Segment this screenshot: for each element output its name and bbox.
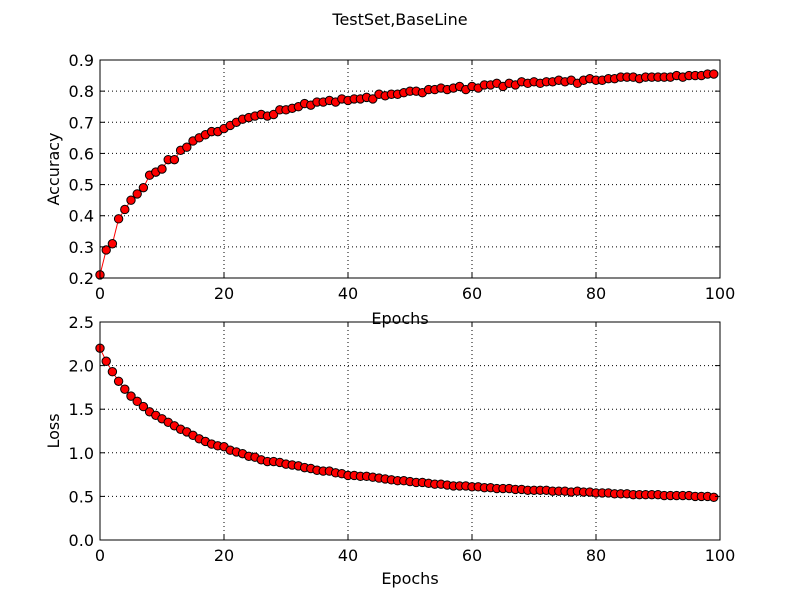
accuracy-y-tick-label-4: 0.6: [69, 144, 94, 163]
accuracy-y-tick-label-0: 0.2: [69, 269, 94, 288]
loss-data-point-1: [101, 356, 111, 366]
loss-data-point-6: [132, 396, 142, 407]
loss-x-tick-label-3: 60: [462, 546, 482, 565]
loss-data-point-7: [138, 401, 149, 412]
accuracy-data-point-44: [368, 94, 378, 104]
accuracy-x-tick-label-0: 0: [95, 284, 105, 303]
accuracy-data-point-99: [709, 69, 719, 79]
loss-data-point-5: [126, 391, 136, 401]
accuracy-x-tick-label-1: 20: [214, 284, 234, 303]
loss-y-axis-label: Loss: [44, 413, 63, 448]
accuracy-data-point-14: [182, 142, 192, 152]
loss-y-tick-label-3: 1.5: [69, 400, 94, 419]
loss-y-tick-label-1: 0.5: [69, 487, 94, 506]
accuracy-x-tick-label-3: 60: [462, 284, 482, 303]
accuracy-y-tick-label-3: 0.5: [69, 176, 94, 195]
loss-plot: Epochs Loss 0 20 40 60 80 100 0.0 0.5 1.0 1.5 2.0 2…: [44, 313, 735, 588]
figure-title: TestSet,BaseLine: [331, 10, 467, 29]
accuracy-data-point-12: [169, 154, 180, 165]
accuracy-data-point-7: [138, 182, 149, 193]
loss-data-point-2: [107, 367, 118, 377]
loss-y-tick-label-4: 2.0: [69, 357, 94, 376]
accuracy-y-tick-label-2: 0.4: [69, 207, 94, 226]
accuracy-data-point-2: [107, 239, 118, 249]
accuracy-y-tick-label-7: 0.9: [69, 51, 94, 70]
accuracy-y-axis-label: Accuracy: [44, 132, 63, 205]
accuracy-x-tick-label-4: 80: [586, 284, 606, 303]
accuracy-plot: Epochs Accuracy 0 20 40 60 80 100 0.2 0.3 0.4 0.5…: [44, 51, 735, 328]
loss-x-tick-label-0: 0: [95, 546, 105, 565]
accuracy-data-point-10: [157, 164, 167, 174]
loss-x-axis-label: Epochs: [381, 569, 438, 588]
loss-y-tick-label-2: 1.0: [69, 444, 94, 463]
loss-x-tick-label-2: 40: [338, 546, 358, 565]
loss-data-point-99: [709, 492, 719, 502]
accuracy-data-point-3: [113, 214, 124, 224]
accuracy-plot-frame: [99, 59, 721, 279]
accuracy-y-tick-label-5: 0.7: [69, 113, 94, 132]
accuracy-y-tick-label-1: 0.3: [69, 238, 94, 257]
accuracy-x-tick-label-5: 100: [705, 284, 736, 303]
accuracy-data-point-1: [101, 245, 111, 255]
loss-x-tick-label-4: 80: [586, 546, 606, 565]
loss-data-point-3: [113, 376, 124, 386]
loss-y-tick-label-0: 0.0: [69, 531, 94, 550]
loss-x-tick-label-5: 100: [705, 546, 736, 565]
accuracy-data-point-6: [132, 189, 142, 199]
loss-series-line: [99, 347, 714, 498]
accuracy-series-line: [99, 73, 714, 276]
accuracy-data-point-5: [126, 195, 136, 205]
accuracy-data-point-28: [268, 109, 279, 120]
loss-data-point-4: [120, 384, 130, 394]
loss-x-tick-label-1: 20: [214, 546, 234, 565]
accuracy-x-tick-label-2: 40: [338, 284, 358, 303]
accuracy-data-point-4: [120, 204, 130, 215]
loss-y-tick-label-5: 2.5: [69, 313, 94, 332]
accuracy-x-axis-label: Epochs: [371, 309, 428, 328]
loss-plot-frame: [99, 321, 721, 541]
accuracy-y-tick-label-6: 0.8: [69, 82, 94, 101]
